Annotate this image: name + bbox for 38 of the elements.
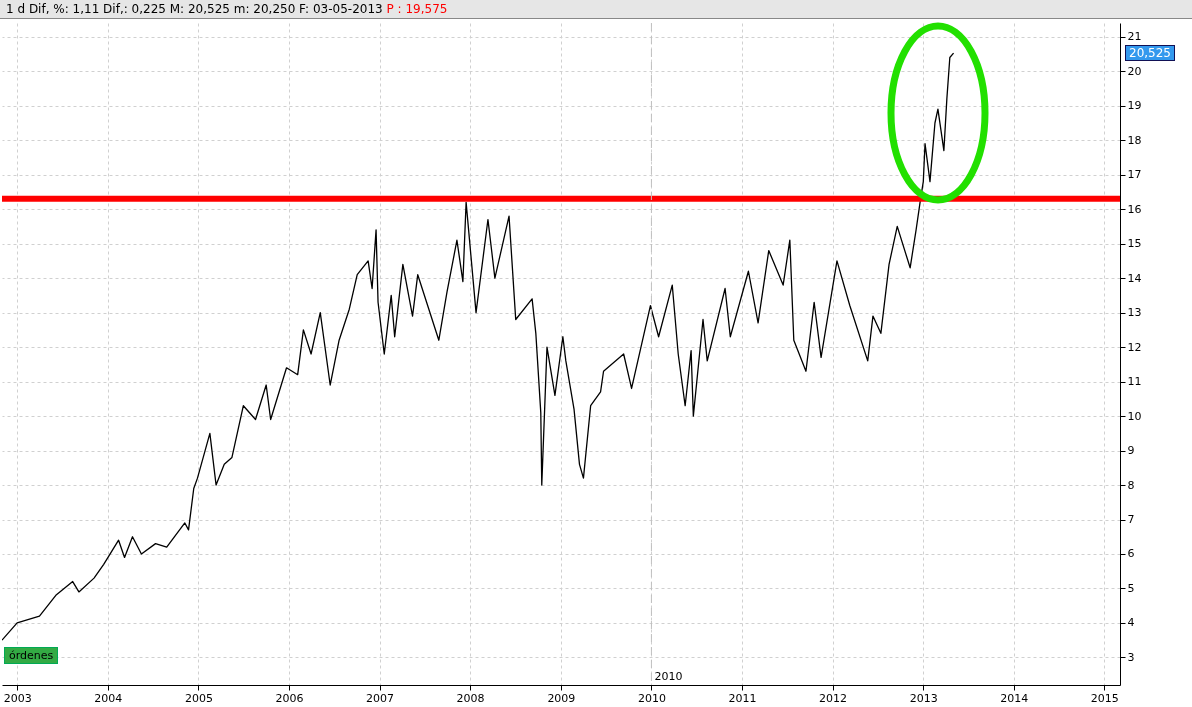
y-tick-label: 19 bbox=[1127, 99, 1142, 113]
x-tick-label: 2013 bbox=[909, 691, 938, 705]
y-tick-label: 4 bbox=[1127, 616, 1135, 630]
y-tick-label: 17 bbox=[1127, 168, 1142, 182]
y-tick-label: 5 bbox=[1127, 581, 1135, 595]
y-tick-label: 15 bbox=[1127, 237, 1142, 251]
chart-title: 1 d Dif, %: 1,11 Dif,: 0,225 M: 20,525 m: 20,250 F: 03-05-2013 bbox=[6, 2, 383, 16]
y-tick-label: 3 bbox=[1127, 650, 1135, 664]
y-tick-label: 11 bbox=[1127, 375, 1142, 389]
x-tick-label: 2005 bbox=[184, 691, 213, 705]
y-tick-label: 12 bbox=[1127, 340, 1142, 354]
y-tick-label: 16 bbox=[1127, 202, 1142, 216]
y-tick-label: 7 bbox=[1127, 513, 1135, 526]
x-tick-label: 2010 bbox=[637, 691, 666, 705]
y-tick-label: 20 bbox=[1127, 64, 1142, 78]
orders-button: órdenes bbox=[4, 647, 59, 664]
chart-subtitle: P : 19,575 bbox=[386, 2, 448, 16]
x-tick-label: 2007 bbox=[366, 691, 395, 705]
x-tick-label: 2015 bbox=[1090, 691, 1119, 705]
x-tick-label: 2011 bbox=[728, 691, 757, 705]
y-tick-label: 10 bbox=[1127, 409, 1142, 423]
x-tick-label: 2006 bbox=[275, 691, 304, 705]
x-tick-label: 2009 bbox=[547, 691, 576, 705]
y-tick-label: 14 bbox=[1127, 271, 1142, 285]
y-tick-label: 18 bbox=[1127, 133, 1142, 147]
y-tick-label: 13 bbox=[1127, 306, 1142, 320]
y-tick-label: 8 bbox=[1127, 478, 1135, 492]
x-tick-label: 2004 bbox=[94, 691, 123, 705]
y-tick-label: 6 bbox=[1127, 547, 1135, 561]
x-tick-label: 2003 bbox=[3, 691, 32, 705]
price-label: 20,525 bbox=[1125, 45, 1175, 62]
x-tick-label: 2014 bbox=[1000, 691, 1029, 705]
x-tick-label: 2008 bbox=[456, 691, 485, 705]
y-tick-label: 9 bbox=[1127, 444, 1135, 458]
x-tick-label: 2012 bbox=[819, 691, 847, 705]
line-series bbox=[2, 52, 955, 641]
ref-line-label: 2010 bbox=[654, 670, 683, 683]
y-tick-label: 21 bbox=[1127, 30, 1142, 44]
